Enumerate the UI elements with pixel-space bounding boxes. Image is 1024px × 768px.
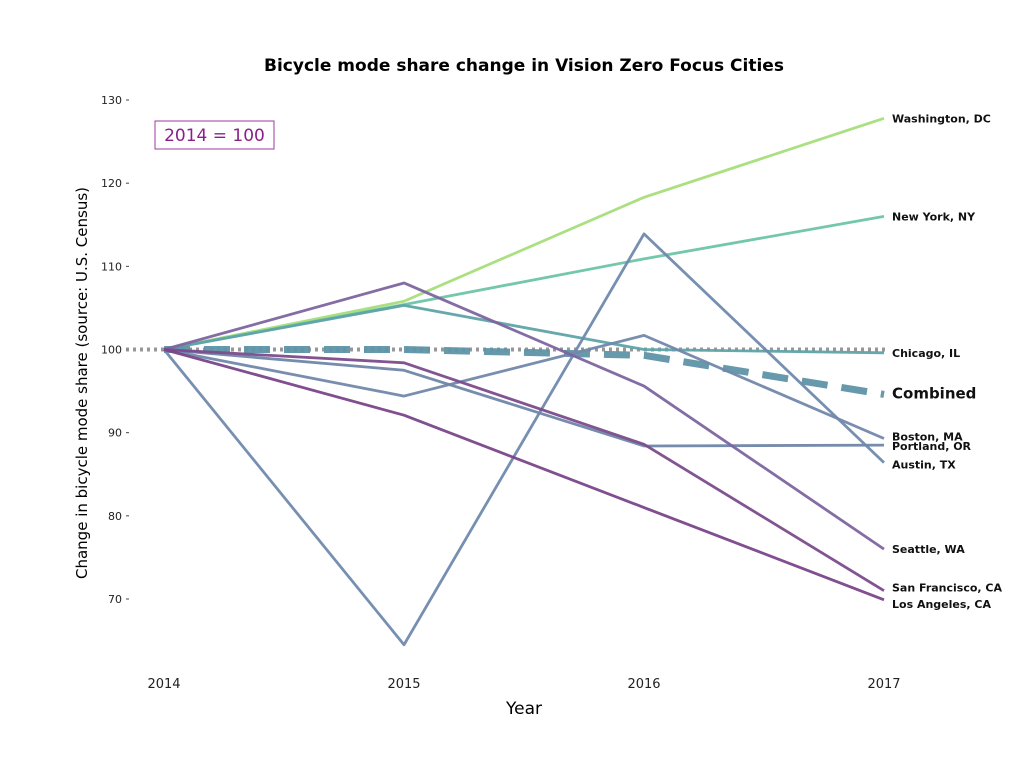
series-line-portland-or (163, 348, 885, 448)
x-tick-label: 2014 (147, 677, 180, 692)
series-line-boston-ma (163, 333, 885, 440)
y-tick-label: 90 (108, 427, 122, 440)
y-tick-label: 100 (101, 344, 122, 357)
series-label-seattle-wa: Seattle, WA (892, 543, 965, 556)
series-line-combined (164, 346, 885, 398)
series-label-chicago-il: Chicago, IL (892, 347, 960, 360)
y-tick-label: 70 (108, 593, 122, 606)
y-tick-label: 130 (101, 94, 122, 107)
series-labels: Washington, DC New York, NY Chicago, IL Com… (892, 112, 1002, 611)
series-label-boston-ma: Boston, MA (892, 430, 963, 443)
series-label-combined: Combined (892, 384, 976, 402)
series-line-austin-tx (162, 232, 885, 647)
x-tick-label: 2017 (867, 677, 900, 692)
series-label-los-angeles-ca: Los Angeles, CA (892, 598, 991, 611)
series-line-washington-dc (163, 116, 885, 351)
y-axis-label: Change in bicycle mode share (source: U.… (73, 187, 91, 579)
y-axis-ticks: 70 80 90 100 110 120 130 (101, 94, 129, 606)
series-line-chicago-il (163, 304, 885, 355)
series-label-austin-tx: Austin, TX (892, 459, 956, 472)
series-label-portland-or: Portland, OR (892, 440, 972, 453)
y-tick-label: 110 (101, 260, 122, 273)
series-lines (162, 116, 885, 647)
series-label-san-francisco-ca: San Francisco, CA (892, 582, 1002, 595)
x-tick-label: 2015 (387, 677, 420, 692)
series-label-new-york-ny: New York, NY (892, 210, 976, 223)
y-tick-label: 120 (101, 177, 122, 190)
series-line-san-francisco-ca (163, 348, 885, 592)
series-line-los-angeles-ca (163, 348, 885, 602)
x-tick-label: 2016 (627, 677, 660, 692)
series-label-washington-dc: Washington, DC (892, 112, 991, 125)
x-axis-ticks: 2014 2015 2016 2017 (147, 677, 900, 692)
annotation-text: 2014 = 100 (164, 126, 265, 146)
annotation-box (154, 120, 275, 150)
x-axis-label: Year (505, 699, 542, 719)
series-line-seattle-wa (163, 281, 885, 551)
chart-title: Bicycle mode share change in Vision Zero… (264, 56, 784, 76)
y-tick-label: 80 (108, 510, 122, 523)
